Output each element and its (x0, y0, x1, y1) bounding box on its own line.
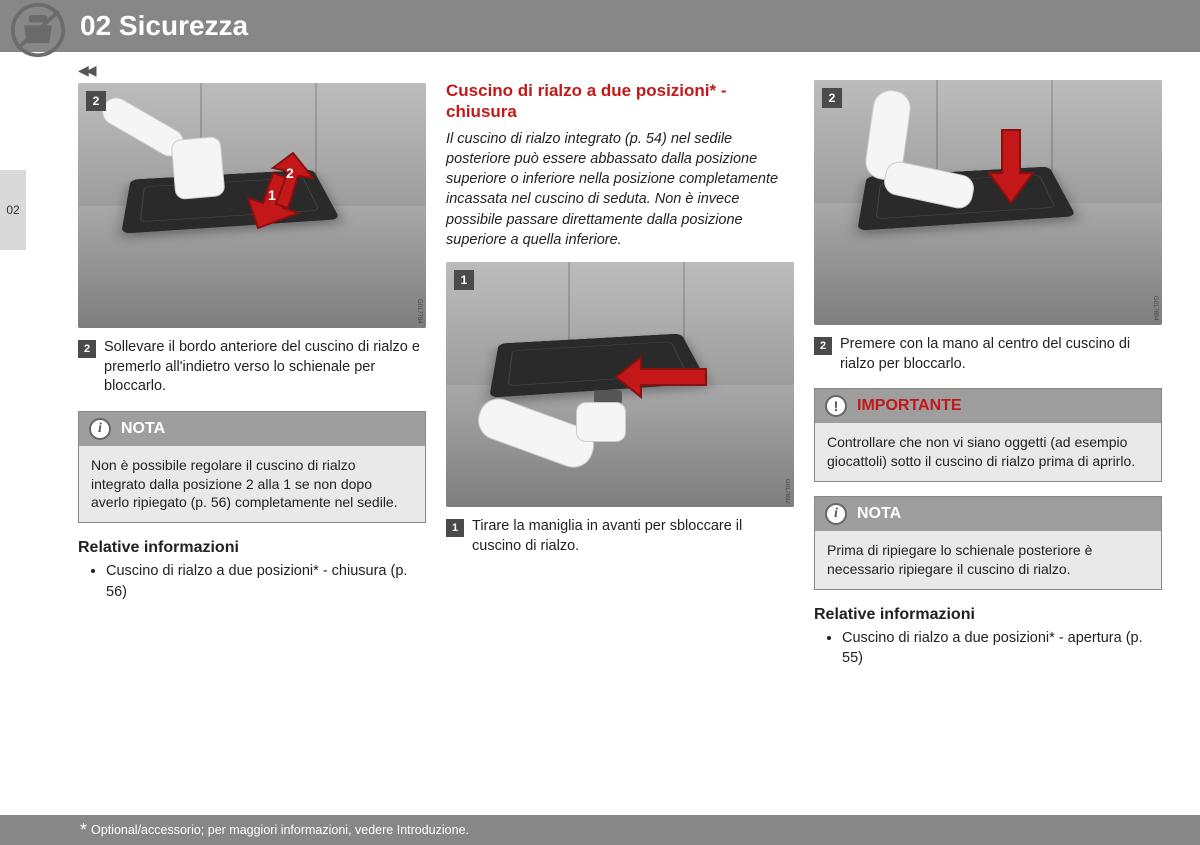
content-area: ◀◀ 1 2 2 G017784 2 Sollevare il bordo an… (78, 62, 1168, 668)
column-1: ◀◀ 1 2 2 G017784 2 Sollevare il bordo an… (78, 62, 426, 668)
svg-text:1: 1 (268, 187, 276, 203)
page-footer: *Optional/accessorio; per maggiori infor… (0, 815, 1200, 845)
figure-number-badge: 2 (86, 91, 106, 111)
figure-code: G017892 (784, 479, 790, 504)
related-info-list: Cuscino di rialzo a due posizioni* - chi… (78, 561, 426, 602)
related-info-heading: Relative informazioni (78, 539, 426, 557)
nota-body: Non è possibile regolare il cuscino di r… (79, 446, 425, 523)
page-header: 02 Sicurezza (0, 0, 1200, 52)
related-info-item: Cuscino di rialzo a due posizioni* - chi… (106, 561, 426, 602)
footnote: *Optional/accessorio; per maggiori infor… (80, 820, 469, 841)
figure-code: G017784 (416, 299, 422, 324)
step-number-badge: 2 (78, 340, 96, 358)
seatbelt-icon (10, 2, 66, 58)
asterisk-icon: * (80, 820, 87, 840)
figure-lift-cushion: 1 2 2 G017784 (78, 83, 426, 328)
section-title: Cuscino di rialzo a due posizioni* - chi… (446, 80, 794, 123)
importante-title: IMPORTANTE (857, 397, 962, 415)
step-1-pull: 1 Tirare la maniglia in avanti per sbloc… (446, 517, 794, 556)
info-icon: i (825, 503, 847, 525)
importante-body: Controllare che non vi siano oggetti (ad… (815, 423, 1161, 481)
nota-box-col3: i NOTA Prima di ripiegare lo schienale p… (814, 496, 1162, 590)
svg-text:2: 2 (286, 165, 294, 181)
section-intro: Il cuscino di rialzo integrato (p. 54) n… (446, 129, 794, 251)
column-2: Cuscino di rialzo a due posizioni* - chi… (446, 62, 794, 668)
nota-title: NOTA (857, 505, 901, 523)
figure-code: G017894 (1152, 296, 1158, 321)
nota-box-col1: i NOTA Non è possibile regolare il cusci… (78, 411, 426, 524)
figure-pull-handle: 1 G017892 (446, 262, 794, 507)
figure-number-badge: 1 (454, 270, 474, 290)
continuation-arrows: ◀◀ (78, 62, 426, 79)
step-text: Premere con la mano al centro del cuscin… (840, 335, 1162, 374)
step-number-badge: 2 (814, 337, 832, 355)
figure-number-badge: 2 (822, 88, 842, 108)
importante-box: ! IMPORTANTE Controllare che non vi sian… (814, 388, 1162, 482)
column-3: 2 G017894 2 Premere con la mano al centr… (814, 62, 1162, 668)
figure-press-cushion: 2 G017894 (814, 80, 1162, 325)
nota-title: NOTA (121, 420, 165, 438)
info-icon: i (89, 418, 111, 440)
nota-body: Prima di ripiegare lo schienale posterio… (815, 531, 1161, 589)
step-text: Sollevare il bordo anteriore del cuscino… (104, 338, 426, 397)
related-info-item: Cuscino di rialzo a due posizioni* - ape… (842, 628, 1162, 669)
warning-icon: ! (825, 395, 847, 417)
chapter-title: 02 Sicurezza (80, 10, 248, 42)
step-number-badge: 1 (446, 519, 464, 537)
side-tab: 02 (0, 170, 26, 250)
step-text: Tirare la maniglia in avanti per sblocca… (472, 517, 794, 556)
step-2-press: 2 Premere con la mano al centro del cusc… (814, 335, 1162, 374)
step-2-lift: 2 Sollevare il bordo anteriore del cusci… (78, 338, 426, 397)
related-info-list: Cuscino di rialzo a due posizioni* - ape… (814, 628, 1162, 669)
related-info-heading: Relative informazioni (814, 606, 1162, 624)
